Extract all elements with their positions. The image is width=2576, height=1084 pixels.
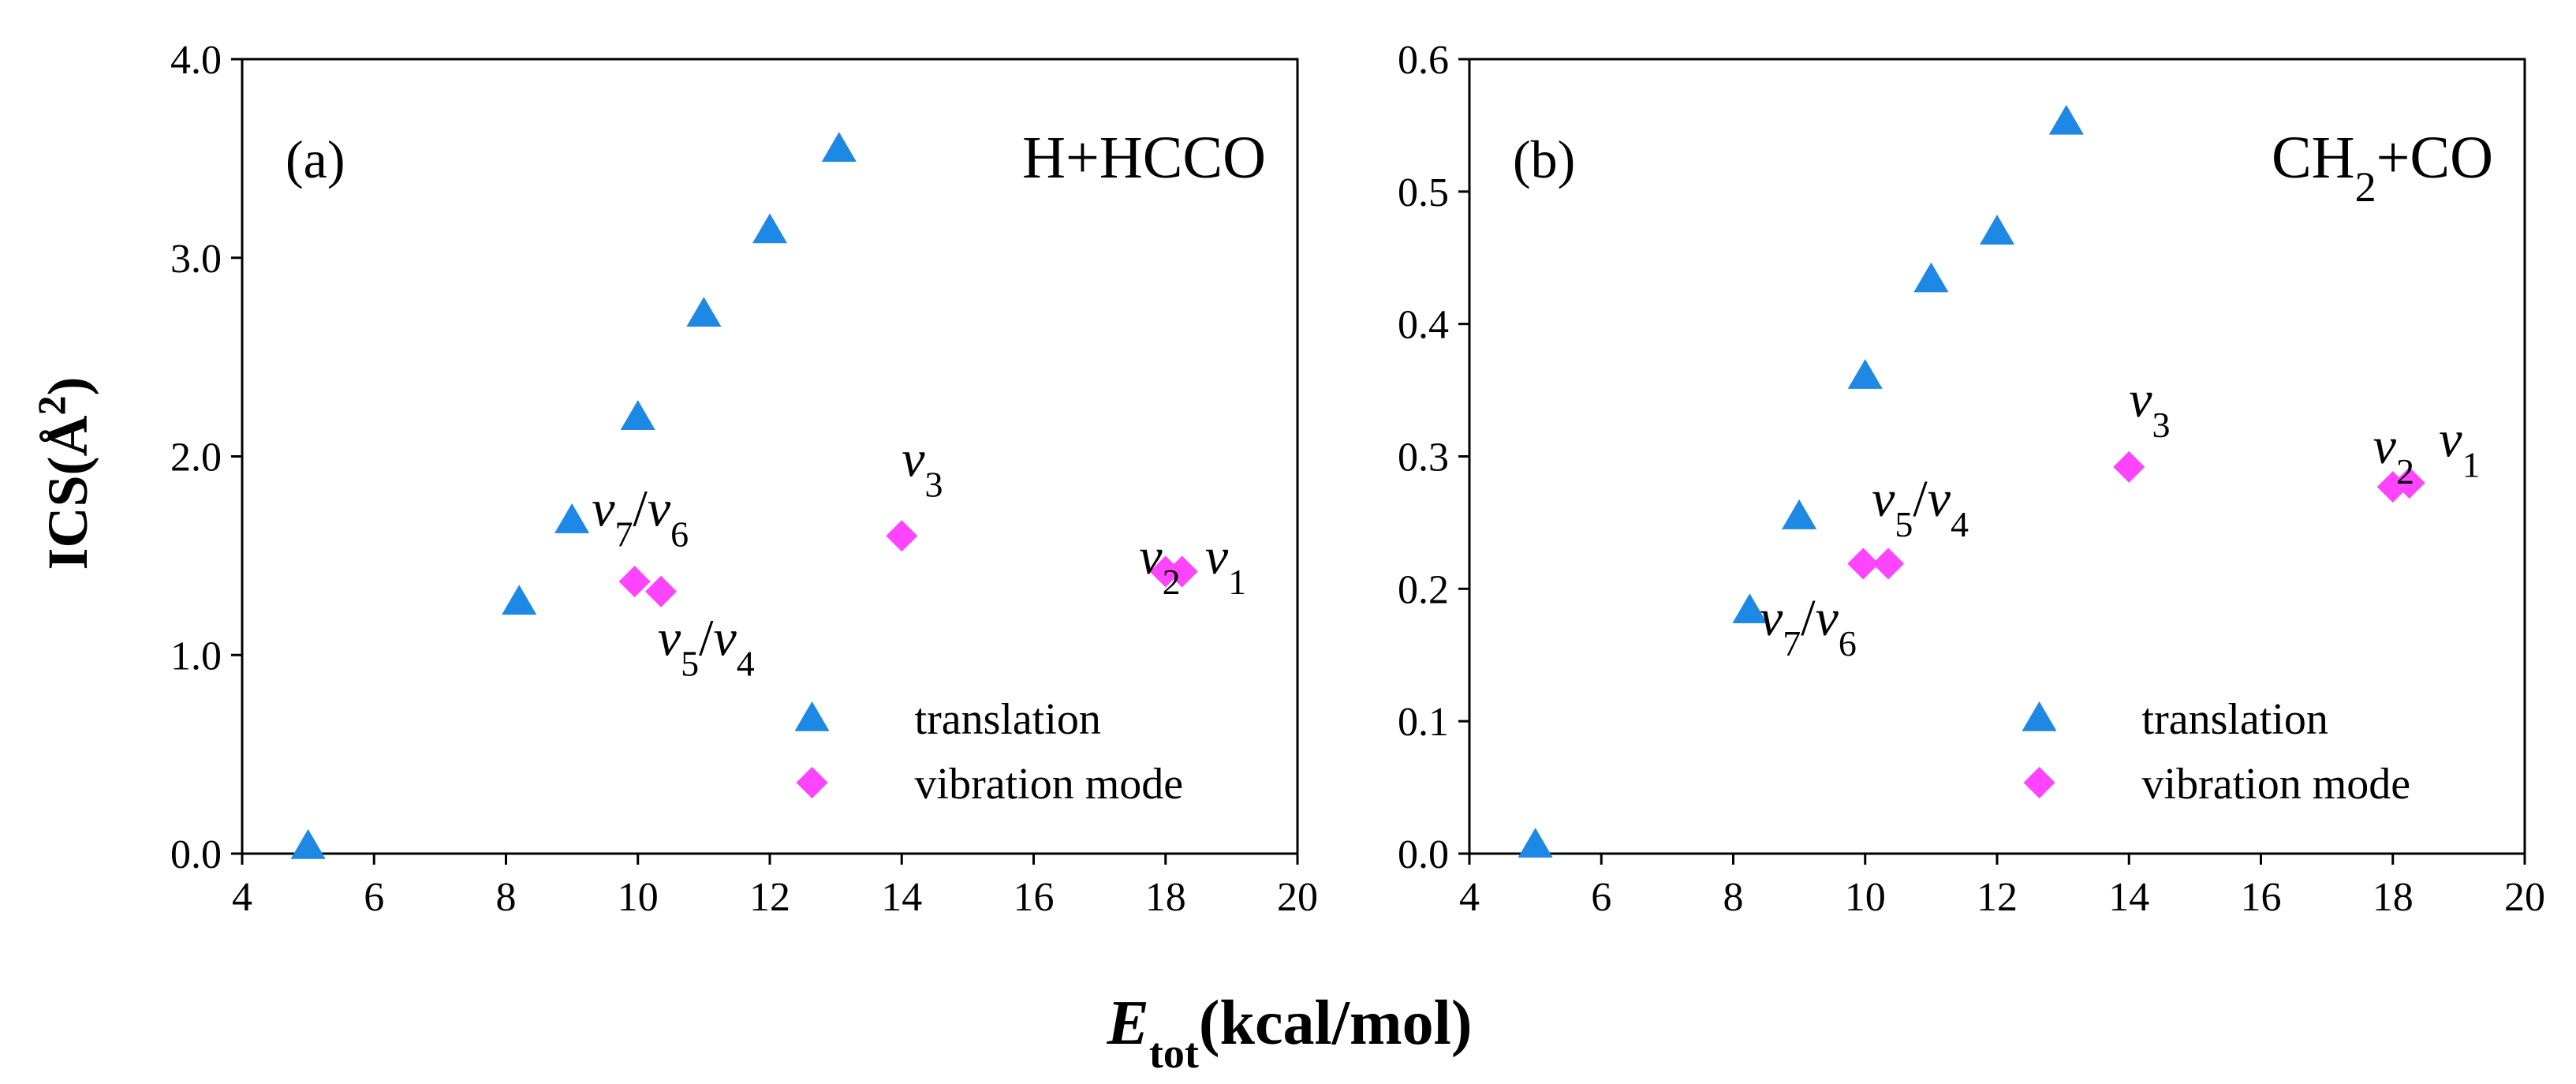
translation-point (1913, 262, 1949, 293)
mode-annotation: v1 (1205, 528, 1246, 602)
y-tick-label: 0.0 (170, 832, 222, 877)
y-tick-label: 0.5 (1398, 170, 1449, 215)
vibration-point (645, 575, 678, 607)
x-tick-label: 4 (1459, 875, 1480, 920)
x-tick-label: 16 (2241, 875, 2282, 920)
x-tick-label: 10 (618, 875, 659, 920)
mode-annotation: v3 (902, 431, 943, 505)
x-tick-label: 10 (1845, 875, 1886, 920)
legend-marker (796, 767, 828, 798)
x-tick-label: 20 (2504, 875, 2545, 920)
translation-point (1732, 593, 1768, 623)
vibration-point (2393, 467, 2425, 499)
mode-annotation: v2 (2373, 417, 2414, 492)
translation-point (686, 297, 722, 327)
mode-annotation: v2 (1139, 528, 1180, 602)
vibration-point (1166, 555, 1198, 588)
panel-label: (a) (286, 129, 345, 189)
series-vibration (1847, 450, 2425, 580)
chart-title: CH2+CO (2272, 125, 2493, 211)
legend: translation vibration mode (794, 695, 1183, 809)
mode-annotation: v1 (2439, 411, 2480, 485)
y-tick-label: 0.2 (1398, 567, 1449, 612)
legend-label: vibration mode (2142, 760, 2411, 809)
vibration-point (1847, 548, 1880, 580)
y-tick-label: 0.6 (1398, 38, 1449, 83)
vibration-point (1149, 555, 1182, 588)
translation-point (554, 503, 590, 533)
x-tick-label: 12 (1977, 875, 2018, 920)
legend-label: translation (915, 695, 1101, 744)
x-tick-label: 18 (2373, 875, 2414, 920)
x-tick-label: 14 (881, 875, 922, 920)
mode-annotation: v7/v6 (1760, 589, 1857, 663)
translation-point (502, 585, 537, 615)
series-translation (1518, 104, 2084, 858)
translation-point (752, 213, 788, 244)
x-tick-label: 4 (232, 875, 252, 920)
y-tick-label: 0.4 (1398, 303, 1449, 348)
series-translation (290, 132, 857, 859)
vibration-point (1872, 548, 1905, 580)
y-tick-label: 1.0 (170, 634, 222, 678)
translation-point (821, 132, 857, 163)
panel-b: 4 6 8 10 12 14 16 18 20 0.0 0.1 0.2 0.3 0.4 0.5 0.6 (b) C… (1398, 38, 2545, 920)
panel-a: 4 6 8 10 12 14 16 18 20 0.0 1.0 2.0 3.0 4.0 (a) H+HCCO v… (170, 38, 1318, 920)
axis-labels: ICS(Å2) Etot(kcal/mol) (29, 376, 1472, 1077)
mode-annotation: v5/v4 (1872, 470, 1969, 544)
chart-title: H+HCCO (1022, 125, 1266, 191)
x-tick-label: 12 (749, 875, 790, 920)
mode-annotation: v7/v6 (592, 480, 689, 555)
y-tick-label: 0.1 (1398, 700, 1449, 745)
x-tick-label: 8 (496, 875, 517, 920)
series-vibration (618, 520, 1198, 607)
x-tick-label: 8 (1723, 875, 1744, 920)
vibration-point (886, 520, 918, 552)
y-tick-label: 3.0 (170, 237, 222, 282)
translation-point (290, 828, 326, 859)
translation-point (2048, 104, 2084, 135)
x-tick-label: 18 (1145, 875, 1186, 920)
legend-marker (2022, 701, 2057, 731)
y-tick-label: 4.0 (170, 38, 222, 83)
translation-point (1518, 828, 1553, 858)
translation-point (1979, 215, 2015, 245)
translation-point (1847, 359, 1883, 389)
legend-label: translation (2142, 695, 2328, 744)
x-axis-label: Etot(kcal/mol) (1107, 989, 1473, 1077)
y-tick-label: 2.0 (170, 435, 222, 480)
y-tick-label: 0.3 (1398, 435, 1449, 480)
vibration-point (2113, 450, 2145, 483)
x-tick-label: 6 (364, 875, 384, 920)
legend-marker (2023, 767, 2055, 798)
mode-annotation: v3 (2129, 371, 2170, 445)
x-tick-label: 14 (2108, 875, 2149, 920)
translation-point (1782, 499, 1817, 529)
legend-marker (794, 701, 830, 731)
legend: translation vibration mode (2022, 695, 2410, 809)
legend-label: vibration mode (915, 760, 1184, 809)
translation-point (620, 400, 655, 430)
x-tick-label: 16 (1014, 875, 1055, 920)
y-axis-label: ICS(Å2) (29, 376, 99, 570)
panel-label: (b) (1513, 129, 1575, 189)
vibration-point (618, 566, 651, 598)
x-tick-label: 20 (1277, 875, 1318, 920)
y-tick-label: 0.0 (1398, 832, 1449, 877)
x-tick-label: 6 (1591, 875, 1611, 920)
mode-annotation: v5/v4 (658, 609, 755, 683)
